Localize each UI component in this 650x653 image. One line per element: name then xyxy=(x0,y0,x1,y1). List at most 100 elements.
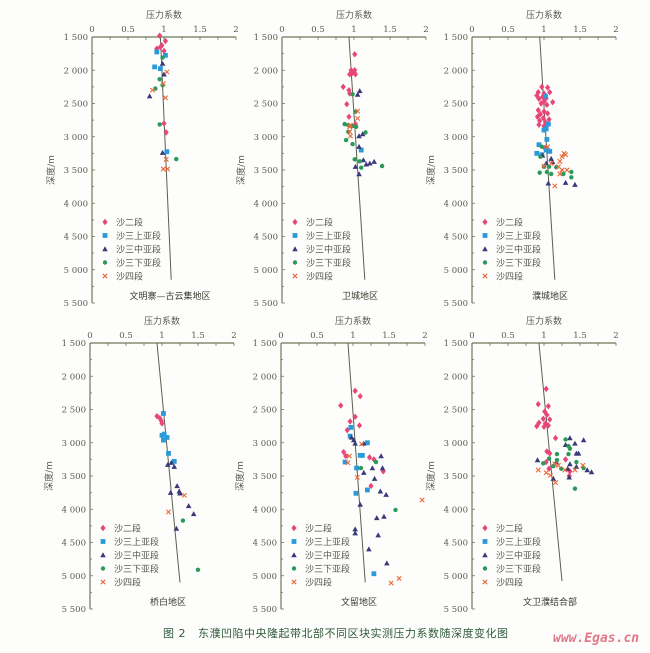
x-tick-label: 0.5 xyxy=(311,25,325,35)
data-point xyxy=(536,95,542,103)
data-point xyxy=(378,453,384,459)
data-point xyxy=(356,143,362,149)
data-point xyxy=(548,160,554,166)
y-tick-label: 5 500 xyxy=(254,299,278,309)
data-point xyxy=(550,98,556,106)
data-point xyxy=(544,169,550,175)
data-point xyxy=(367,160,373,166)
data-point xyxy=(554,451,560,457)
data-point xyxy=(164,461,171,467)
y-tick-label: 5 500 xyxy=(444,299,468,309)
data-point xyxy=(350,91,355,97)
region-label: 文留地区 xyxy=(341,596,377,608)
y-tick-label: 2 000 xyxy=(444,372,468,382)
legend-label: 沙三下亚段 xyxy=(116,257,161,269)
legend-marker xyxy=(291,552,297,558)
x-tick-label: 1.5 xyxy=(382,331,396,341)
x-tick-label: 0 xyxy=(89,25,94,35)
x-tick-label: 1 xyxy=(350,331,355,341)
data-point xyxy=(552,434,559,442)
data-point xyxy=(158,66,163,71)
y-tick-label: 2 000 xyxy=(254,66,278,76)
legend-marker xyxy=(482,260,488,265)
data-point xyxy=(544,101,550,109)
legend-marker xyxy=(292,260,298,265)
data-point xyxy=(567,446,573,451)
data-point xyxy=(161,47,167,55)
y-tick-label: 4 000 xyxy=(444,505,468,515)
data-point xyxy=(543,93,548,99)
y-tick-label: 1 500 xyxy=(62,339,86,349)
legend-label: 沙二段 xyxy=(496,523,523,535)
data-point xyxy=(360,157,367,163)
data-point xyxy=(357,501,363,507)
data-point xyxy=(358,147,364,153)
data-point xyxy=(552,461,558,467)
y-tick-label: 5 000 xyxy=(254,266,278,276)
data-point xyxy=(555,462,561,468)
data-point xyxy=(562,467,568,473)
y-tick-label: 4 500 xyxy=(62,539,86,549)
legend-label: 沙四段 xyxy=(116,271,143,283)
data-point xyxy=(358,465,364,471)
legend-marker xyxy=(102,260,108,265)
data-point xyxy=(352,71,359,78)
data-point xyxy=(352,157,357,162)
y-tick-label: 3 500 xyxy=(253,472,277,482)
x-tick-label: 2 xyxy=(231,331,236,341)
y-tick-label: 3 500 xyxy=(444,166,468,176)
region-label: 卫城地区 xyxy=(342,290,378,302)
data-point xyxy=(343,452,349,460)
data-point xyxy=(569,169,574,175)
region-label: 桥白地区 xyxy=(150,596,186,608)
data-point xyxy=(164,69,170,75)
data-point xyxy=(545,402,551,410)
data-point xyxy=(547,148,553,154)
data-point xyxy=(356,133,362,139)
data-point xyxy=(543,470,549,476)
y-tick-label: 4 000 xyxy=(62,505,86,515)
data-point xyxy=(366,454,373,461)
y-tick-label: 4 500 xyxy=(253,539,277,549)
data-point xyxy=(171,463,178,469)
data-point xyxy=(166,450,171,456)
y-tick-label: 3 500 xyxy=(444,472,468,482)
legend-label: 沙三中亚段 xyxy=(305,550,350,562)
x-axis-title: 压力系数 xyxy=(526,9,562,21)
data-point xyxy=(381,513,387,519)
data-point xyxy=(566,474,572,480)
legend-marker xyxy=(482,273,488,279)
data-point xyxy=(548,155,554,161)
data-point xyxy=(363,130,368,135)
y-tick-label: 5 000 xyxy=(444,572,468,582)
data-point xyxy=(361,469,367,475)
data-point xyxy=(543,385,549,393)
y-tick-label: 5 000 xyxy=(64,266,88,276)
data-point xyxy=(575,450,582,456)
data-point xyxy=(346,87,352,94)
data-point xyxy=(540,114,546,122)
data-point xyxy=(563,437,568,442)
legend-marker xyxy=(482,233,488,238)
data-point xyxy=(580,462,586,468)
data-point xyxy=(161,431,167,437)
data-point xyxy=(371,571,377,577)
x-tick-label: 0.5 xyxy=(501,25,515,35)
data-point xyxy=(357,393,363,400)
data-point xyxy=(356,88,363,94)
data-point xyxy=(160,55,165,60)
data-point xyxy=(383,491,389,497)
data-point xyxy=(161,437,166,443)
data-point xyxy=(185,503,192,509)
data-point xyxy=(552,183,558,189)
data-point xyxy=(552,480,559,486)
y-tick-label: 5 500 xyxy=(62,605,86,615)
data-point xyxy=(545,180,552,186)
y-tick-label: 3 500 xyxy=(62,472,86,482)
data-point xyxy=(572,181,578,187)
data-point xyxy=(154,49,160,55)
data-point xyxy=(547,472,554,478)
data-point xyxy=(546,465,552,472)
data-point xyxy=(580,437,587,443)
